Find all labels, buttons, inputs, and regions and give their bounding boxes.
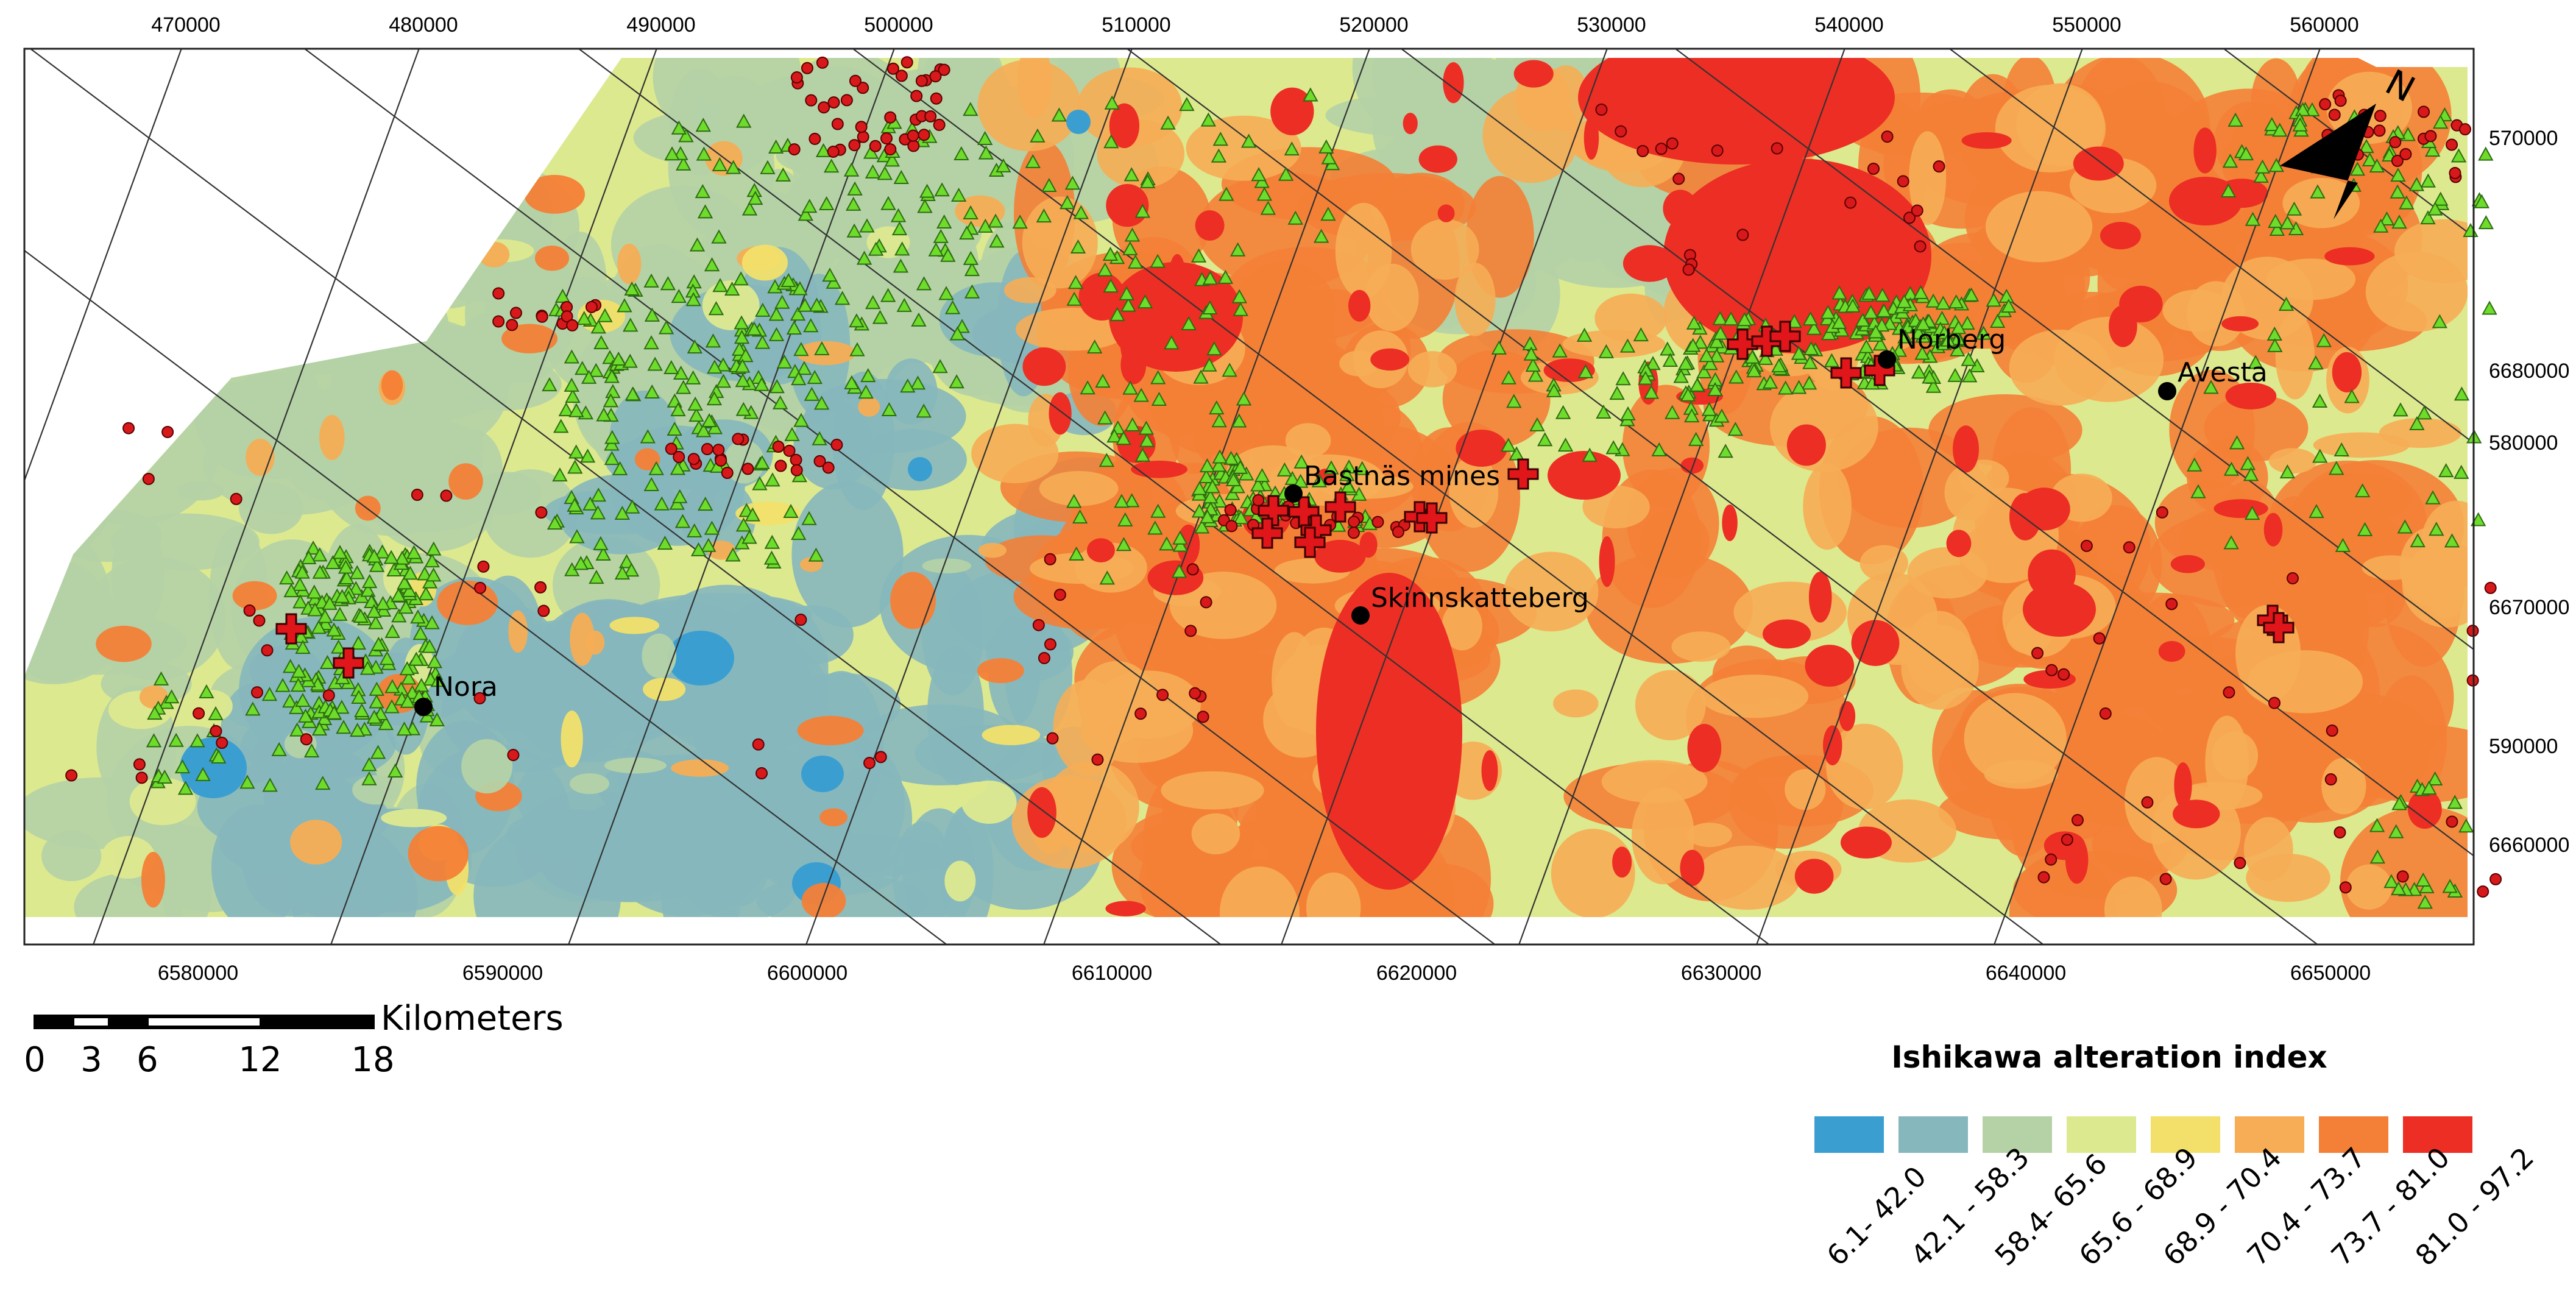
dot-symbols bbox=[65, 56, 2502, 898]
tick-label: 480000 bbox=[389, 13, 458, 37]
tick-label: 520000 bbox=[1339, 13, 1408, 37]
tick-label: 490000 bbox=[626, 13, 695, 37]
legend-swatch bbox=[2067, 1116, 2136, 1153]
place-dot-norberg bbox=[1878, 350, 1896, 369]
tick-label: 6580000 bbox=[158, 962, 238, 985]
legend-swatch bbox=[1983, 1116, 2052, 1153]
legend-swatch bbox=[2235, 1116, 2304, 1153]
legend-title: Ishikawa alteration index bbox=[1891, 1040, 2327, 1075]
tick-label: 510000 bbox=[1102, 13, 1170, 37]
tick-label: 570000 bbox=[2489, 127, 2558, 150]
place-dot-skinnskatteberg bbox=[1351, 606, 1370, 625]
place-label-norberg: Norberg bbox=[1897, 324, 2006, 355]
tick-label: 560000 bbox=[2290, 13, 2358, 37]
tick-label: 6630000 bbox=[1681, 962, 1761, 985]
tick-label: 540000 bbox=[1814, 13, 1883, 37]
top-tick-labels: 470000 480000 490000 500000 510000 52000… bbox=[151, 13, 2358, 37]
legend-swatch bbox=[1898, 1116, 1968, 1153]
place-label-bastnas: Bastnäs mines bbox=[1304, 461, 1500, 492]
bottom-tick-labels: 6580000 6590000 6600000 6610000 6620000 … bbox=[158, 962, 2371, 985]
legend: Ishikawa alteration index 6.1- 42.0 42.1… bbox=[1814, 1040, 2540, 1272]
tick-label: 6640000 bbox=[1986, 962, 2066, 985]
tick-label: 590000 bbox=[2489, 735, 2558, 758]
place-dot-avesta bbox=[2158, 382, 2176, 400]
triangle-symbols bbox=[146, 87, 2497, 909]
legend-swatch bbox=[2403, 1116, 2472, 1153]
legend-swatch bbox=[2151, 1116, 2220, 1153]
place-label-avesta: Avesta bbox=[2178, 357, 2268, 388]
scale-bar: Kilometers 0 3 6 12 18 bbox=[24, 999, 564, 1080]
map-frame bbox=[23, 48, 2475, 946]
right-tick-labels: 570000 6680000 580000 6670000 590000 666… bbox=[2489, 127, 2569, 857]
place-label-nora: Nora bbox=[434, 671, 498, 703]
place-markers: Nora Bastnäs mines Skinnskatteberg Norbe… bbox=[414, 324, 2268, 716]
scale-tick-label: 18 bbox=[351, 1040, 394, 1080]
tick-label: 6610000 bbox=[1072, 962, 1152, 985]
scale-tick-label: 6 bbox=[136, 1040, 158, 1080]
legend-swatch bbox=[1814, 1116, 1884, 1153]
tick-label: 6620000 bbox=[1376, 962, 1457, 985]
scale-tick-label: 12 bbox=[238, 1040, 281, 1080]
tick-label: 6600000 bbox=[767, 962, 847, 985]
tick-label: 6590000 bbox=[462, 962, 543, 985]
tick-label: 6660000 bbox=[2489, 834, 2569, 857]
place-label-skinnskatteberg: Skinnskatteberg bbox=[1371, 583, 1589, 614]
tick-label: 550000 bbox=[2052, 13, 2121, 37]
scale-tick-label: 0 bbox=[24, 1040, 46, 1080]
scale-tick-label: 3 bbox=[80, 1040, 102, 1080]
tick-label: 470000 bbox=[151, 13, 220, 37]
tick-label: 500000 bbox=[864, 13, 933, 37]
place-dot-nora bbox=[414, 698, 433, 716]
tick-label: 580000 bbox=[2489, 431, 2558, 455]
tick-label: 530000 bbox=[1577, 13, 1646, 37]
legend-swatch bbox=[2319, 1116, 2388, 1153]
scale-unit-label: Kilometers bbox=[381, 999, 564, 1038]
tick-label: 6650000 bbox=[2290, 962, 2371, 985]
place-dot-bastnas bbox=[1284, 484, 1303, 503]
tick-label: 6670000 bbox=[2489, 596, 2569, 619]
coordinate-grid bbox=[24, 49, 2474, 944]
tick-label: 6680000 bbox=[2489, 360, 2569, 383]
